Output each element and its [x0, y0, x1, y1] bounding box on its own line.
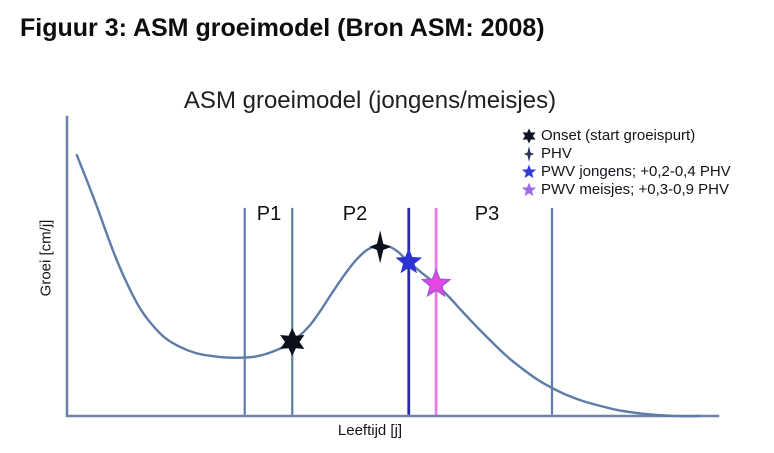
onset-marker — [280, 328, 305, 356]
y-axis-label: Groei [cm/j] — [37, 219, 55, 297]
legend-row-phv: PHV — [520, 145, 731, 163]
legend-label-onset: Onset (start groeispurt) — [541, 127, 696, 144]
legend-row-onset: Onset (start groeispurt) — [520, 127, 731, 145]
pwv-meisjes-marker — [420, 267, 452, 298]
phase-label-p1: P1 — [256, 203, 282, 225]
legend-row-pwv-jongens: PWV jongens; +0,2-0,4 PHV — [520, 163, 731, 181]
legend: Onset (start groeispurt) PHV PWV jongens… — [520, 127, 731, 199]
phv-marker — [369, 230, 391, 264]
growth-curve — [75, 153, 701, 418]
phv-cross-icon — [523, 146, 535, 162]
x-y-axes — [65, 115, 720, 418]
legend-marker-glyph — [521, 182, 537, 197]
phase-label-p3: P3 — [474, 203, 500, 225]
pwv-meisjes-star-icon — [521, 182, 537, 197]
legend-label-phv: PHV — [541, 145, 572, 162]
legend-label-pwv-jongens: PWV jongens; +0,2-0,4 PHV — [541, 163, 731, 180]
onset-star-icon — [522, 128, 536, 144]
figure-caption: Figuur 3: ASM groeimodel (Bron ASM: 2008… — [20, 14, 545, 42]
legend-row-pwv-meisjes: PWV meisjes; +0,3-0,9 PHV — [520, 181, 731, 199]
legend-marker-glyph — [521, 164, 537, 179]
phase-label-p2: P2 — [342, 203, 368, 225]
legend-marker-glyph — [522, 128, 536, 144]
x-axis-label: Leeftijd [j] — [337, 422, 403, 439]
pwv-jongens-star-icon — [521, 164, 537, 179]
legend-label-pwv-meisjes: PWV meisjes; +0,3-0,9 PHV — [541, 181, 729, 198]
pwv-jongens-marker — [395, 247, 423, 274]
chart-title: ASM groeimodel (jongens/meisjes) — [183, 87, 557, 114]
legend-marker-glyph — [523, 146, 535, 162]
